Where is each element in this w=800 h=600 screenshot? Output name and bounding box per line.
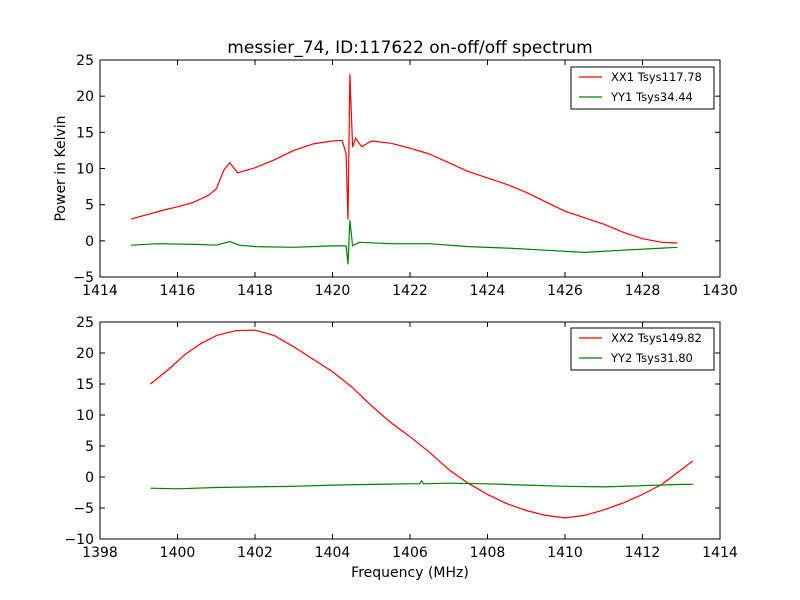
top-legend: XX1 Tsys117.78 YY1 Tsys34.44	[570, 66, 715, 110]
top-x-tick-label: 1428	[625, 283, 661, 299]
bottom-x-tick-label: 1404	[315, 545, 351, 561]
bottom-y-tick-label: −5	[73, 501, 94, 517]
top-legend-label-xx1: XX1 Tsys117.78	[611, 70, 702, 84]
top-x-tick-label: 1416	[160, 283, 196, 299]
top-legend-box	[570, 66, 715, 110]
bottom-y-tick-label: 25	[76, 315, 94, 331]
top-series-line-1	[130, 220, 678, 265]
bottom-x-tick-label: 1414	[702, 545, 738, 561]
bottom-series-line-0	[150, 329, 694, 519]
bottom-y-tick-label: 5	[85, 439, 94, 455]
bottom-x-tick-label: 1408	[470, 545, 506, 561]
bottom-legend: XX2 Tsys149.82 YY2 Tsys31.80	[570, 327, 715, 371]
top-x-tick-label: 1414	[82, 283, 118, 299]
top-x-tick-label: 1430	[702, 283, 738, 299]
bottom-y-ticks: 25 20 15 10 5 0 −5 −10	[64, 315, 720, 548]
bottom-x-axis-label: Frequency (MHz)	[351, 565, 469, 581]
bottom-x-tick-label: 1402	[237, 545, 273, 561]
bottom-x-ticks: 1398 1400 1402 1404 1406 1408 1410 1412 1414	[82, 322, 738, 561]
top-series-line-0	[130, 73, 678, 244]
top-subplot: 1414 1416 1418 1420 1422 1424 1426 1428 1430 252…	[53, 53, 738, 299]
top-x-tick-label: 1418	[237, 283, 273, 299]
top-y-tick-label: 15	[76, 125, 94, 141]
bottom-legend-label-yy2: YY2 Tsys31.80	[610, 351, 693, 365]
bottom-y-tick-label: 15	[76, 377, 94, 393]
top-y-axis-label: Power in Kelvin	[53, 115, 69, 221]
bottom-x-tick-label: 1410	[547, 545, 583, 561]
top-series-lines	[130, 73, 678, 265]
top-x-tick-label: 1424	[470, 283, 506, 299]
top-y-tick-label: 5	[85, 198, 94, 214]
top-y-tick-label: 20	[76, 89, 94, 105]
top-y-tick-label: 25	[76, 53, 94, 69]
top-y-ticks: 25 20 15 10 5 0 −5	[73, 53, 720, 286]
top-x-ticks: 1414 1416 1418 1420 1422 1424 1426 1428 1430	[82, 60, 738, 299]
bottom-x-tick-label: 1400	[160, 545, 196, 561]
top-x-tick-label: 1420	[315, 283, 351, 299]
bottom-legend-box	[570, 327, 715, 371]
bottom-x-tick-label: 1406	[392, 545, 428, 561]
bottom-series-line-1	[150, 480, 693, 490]
bottom-y-tick-label: 0	[85, 470, 94, 486]
top-legend-label-yy1: YY1 Tsys34.44	[610, 90, 693, 104]
bottom-x-tick-label: 1398	[82, 545, 118, 561]
bottom-series-lines	[150, 329, 694, 519]
top-y-tick-label: −5	[73, 270, 94, 286]
top-y-tick-label: 0	[85, 234, 94, 250]
bottom-x-tick-label: 1412	[625, 545, 661, 561]
bottom-y-tick-label: 10	[76, 408, 94, 424]
bottom-y-tick-label: 20	[76, 346, 94, 362]
top-y-tick-label: 10	[76, 162, 94, 178]
chart-title: messier_74, ID:117622 on-off/off spectru…	[227, 38, 592, 58]
bottom-legend-label-xx2: XX2 Tsys149.82	[611, 331, 702, 345]
bottom-subplot: 1398 1400 1402 1404 1406 1408 1410 1412 1414 252…	[64, 315, 737, 581]
top-x-tick-label: 1422	[392, 283, 428, 299]
top-x-tick-label: 1426	[547, 283, 583, 299]
bottom-y-tick-label: −10	[64, 532, 94, 548]
